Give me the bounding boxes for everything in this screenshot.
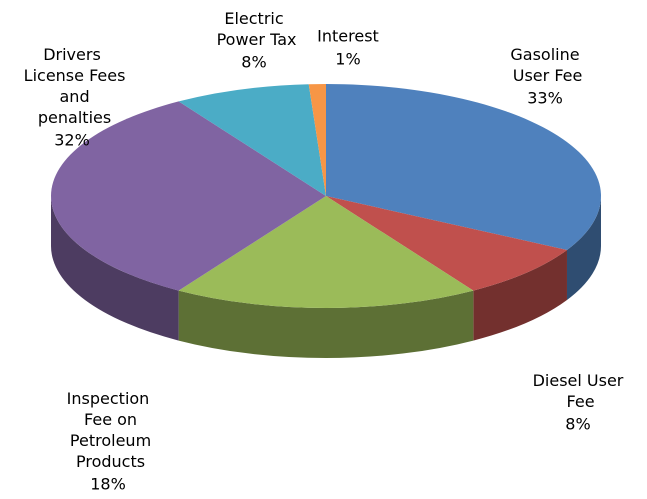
pie-side — [473, 249, 567, 341]
pie-slice — [326, 84, 601, 250]
pie-side — [178, 290, 474, 358]
slice-label: Interest — [317, 27, 379, 46]
pie-slice — [178, 84, 326, 196]
slice-label: Diesel User Fee — [533, 371, 624, 411]
pie-side — [566, 196, 601, 300]
slice-value-label: 8% — [565, 415, 590, 434]
pie-sides — [51, 196, 601, 358]
pie-slice — [308, 84, 326, 196]
slice-value-label: 33% — [527, 89, 563, 108]
pie-slice — [178, 196, 474, 308]
slice-value-label: 8% — [241, 53, 266, 72]
slice-value-label: 32% — [54, 131, 90, 150]
slice-label: Drivers License Fees and penalties — [19, 45, 126, 127]
slice-label: Gasoline User Fee — [508, 45, 583, 85]
pie-slice — [326, 196, 567, 291]
pie-slice — [50, 101, 327, 291]
pie-side — [51, 196, 179, 341]
slice-value-label: 18% — [90, 475, 126, 494]
pie-tops — [50, 84, 601, 308]
slice-label: Electric Power Tax — [212, 9, 297, 49]
slice-label: Inspection Fee on Petroleum Products — [65, 389, 151, 471]
slice-value-label: 1% — [335, 50, 360, 69]
